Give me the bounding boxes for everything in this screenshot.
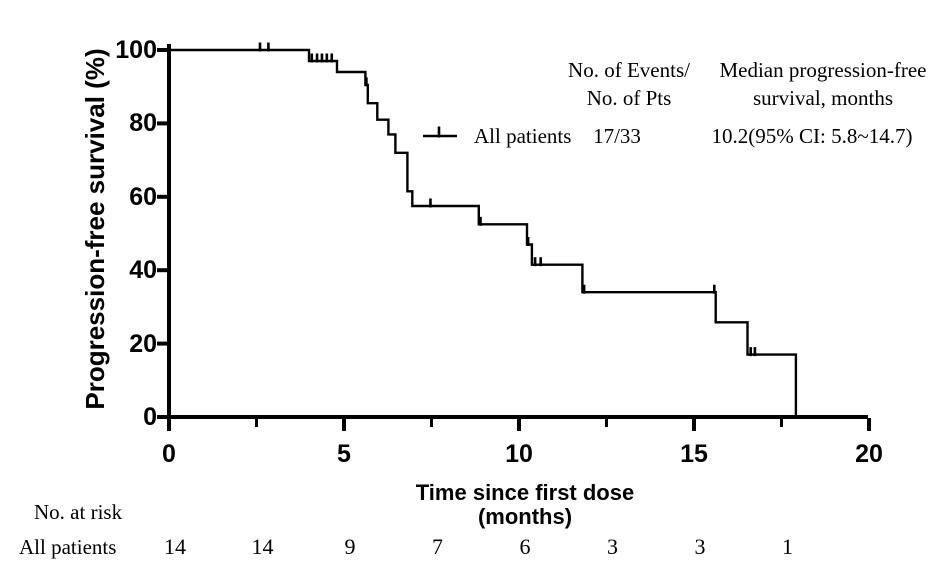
legend-label: All patients xyxy=(474,124,572,148)
risk-count: 14 xyxy=(164,534,186,559)
y-tick-label: 80 xyxy=(129,109,157,138)
events-header-line2: No. of Pts xyxy=(586,86,672,110)
x-tick-label: 20 xyxy=(855,440,883,468)
y-tick-label: 0 xyxy=(143,403,157,431)
risk-count: 9 xyxy=(344,534,356,559)
risk-table-header: No. at risk xyxy=(34,500,123,524)
y-tick-label: 100 xyxy=(115,36,157,64)
risk-count: 1 xyxy=(782,534,793,559)
y-tick-label: 20 xyxy=(129,329,157,358)
y-tick-label: 40 xyxy=(129,256,157,285)
median-header-line2: survival, months xyxy=(753,86,893,110)
risk-row-label: All patients xyxy=(19,535,117,559)
risk-count: 3 xyxy=(607,534,618,559)
events-value: 17/33 xyxy=(593,124,641,148)
x-axis-title: Time since first dose (months) xyxy=(415,480,635,529)
x-tick-label: 0 xyxy=(162,440,176,468)
y-axis-title: Progression-free survival (%) xyxy=(80,48,110,410)
y-tick-label: 60 xyxy=(129,182,157,211)
risk-count: 6 xyxy=(519,534,531,559)
risk-count: 7 xyxy=(432,534,443,559)
x-tick-label: 15 xyxy=(680,440,708,468)
events-header-line1: No. of Events/ xyxy=(568,58,690,82)
risk-count: 3 xyxy=(694,534,706,559)
km-curve xyxy=(169,48,798,417)
x-tick-label: 5 xyxy=(337,440,351,468)
risk-count: 14 xyxy=(251,534,274,559)
median-header-line1: Median progression-free xyxy=(719,58,927,82)
median-value: 10.2(95% CI: 5.8~14.7) xyxy=(711,124,913,148)
x-tick-label: 10 xyxy=(505,440,533,468)
